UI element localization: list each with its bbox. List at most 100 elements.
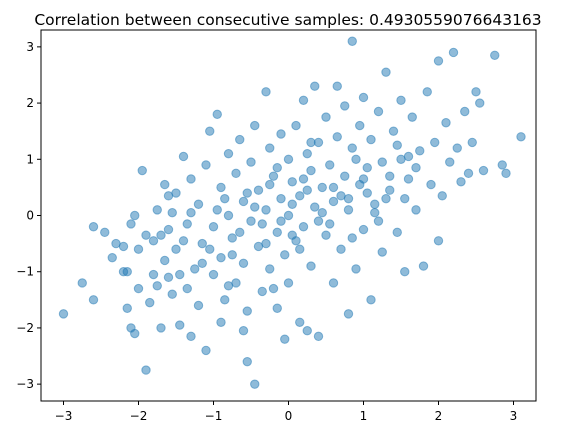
y-tick-label: 2 xyxy=(26,96,34,110)
x-axis: −3 −2 −1 0 1 2 3 xyxy=(55,401,518,423)
data-point xyxy=(167,207,177,218)
y-tick-label: −2 xyxy=(16,321,34,335)
data-point xyxy=(250,379,260,389)
data-point xyxy=(190,264,200,274)
data-point xyxy=(433,56,444,66)
data-point xyxy=(358,224,369,235)
data-point xyxy=(160,255,170,266)
data-point xyxy=(283,210,294,221)
data-point xyxy=(411,163,421,173)
data-point xyxy=(385,185,395,195)
data-point xyxy=(392,140,402,150)
y-axis: −3 −2 −1 0 1 2 3 xyxy=(16,40,41,391)
data-point xyxy=(197,258,207,268)
data-point xyxy=(385,171,395,181)
data-point xyxy=(516,132,526,142)
data-point xyxy=(272,227,282,238)
data-point xyxy=(463,168,474,179)
data-point xyxy=(283,278,294,288)
data-point xyxy=(403,174,414,184)
data-point xyxy=(186,207,196,218)
y-tick-label: 1 xyxy=(26,152,34,166)
data-point xyxy=(377,247,387,257)
data-point xyxy=(358,92,369,103)
data-point xyxy=(291,120,301,131)
data-point xyxy=(306,165,316,176)
data-point xyxy=(310,81,320,91)
data-point xyxy=(250,120,260,131)
data-point xyxy=(362,163,372,173)
data-point xyxy=(295,317,305,327)
data-point xyxy=(268,171,279,181)
data-point xyxy=(460,106,470,117)
data-point xyxy=(141,230,151,240)
data-point xyxy=(381,67,391,77)
data-point xyxy=(265,179,275,190)
data-point xyxy=(238,326,249,336)
data-point xyxy=(111,238,121,249)
data-point xyxy=(392,227,402,238)
data-point xyxy=(208,269,219,280)
data-point xyxy=(272,303,282,313)
data-point xyxy=(156,323,166,333)
data-point xyxy=(223,210,234,221)
data-point xyxy=(201,345,211,356)
data-point xyxy=(355,120,365,131)
data-point xyxy=(216,317,226,327)
y-tick-label: −3 xyxy=(16,377,34,391)
data-point xyxy=(328,278,339,288)
data-point xyxy=(272,163,282,173)
data-point xyxy=(122,303,132,313)
data-point xyxy=(246,216,256,226)
data-point xyxy=(250,202,260,212)
data-point xyxy=(152,281,162,291)
data-point xyxy=(193,199,204,209)
data-point xyxy=(253,185,264,195)
data-point xyxy=(347,36,357,46)
data-point xyxy=(366,295,376,305)
data-point xyxy=(306,137,316,148)
data-point xyxy=(235,227,245,238)
data-point xyxy=(362,188,372,198)
data-point xyxy=(415,146,425,156)
data-point xyxy=(396,95,406,105)
data-point xyxy=(373,216,384,226)
x-tick-label: 0 xyxy=(285,409,293,423)
x-tick-label: 3 xyxy=(510,409,518,423)
data-point xyxy=(343,205,354,215)
data-point xyxy=(182,283,192,294)
data-point xyxy=(325,160,335,170)
data-point xyxy=(445,157,455,167)
data-point xyxy=(107,252,117,263)
data-point xyxy=(193,300,204,311)
data-point xyxy=(238,196,249,207)
data-point xyxy=(467,137,477,148)
data-point xyxy=(261,205,271,215)
data-point xyxy=(276,216,286,226)
data-point xyxy=(261,87,271,97)
data-point xyxy=(407,112,417,122)
data-point xyxy=(242,306,252,316)
data-point xyxy=(313,331,324,342)
data-point xyxy=(478,165,489,176)
data-point xyxy=(175,320,185,330)
data-point xyxy=(298,222,309,232)
data-point xyxy=(332,81,342,91)
data-point xyxy=(242,188,252,198)
data-point xyxy=(133,244,144,254)
data-point xyxy=(58,309,69,319)
data-point xyxy=(426,179,436,190)
data-point xyxy=(212,205,222,215)
data-point xyxy=(130,328,140,339)
data-point xyxy=(280,334,290,344)
data-point xyxy=(343,193,354,204)
data-point xyxy=(208,222,219,232)
data-point xyxy=(182,219,192,229)
data-point xyxy=(321,112,331,122)
data-point xyxy=(313,216,324,226)
data-point xyxy=(377,157,387,167)
data-point xyxy=(152,205,162,215)
data-point xyxy=(122,267,132,277)
data-point xyxy=(441,118,451,128)
x-tick-label: 1 xyxy=(360,409,368,423)
